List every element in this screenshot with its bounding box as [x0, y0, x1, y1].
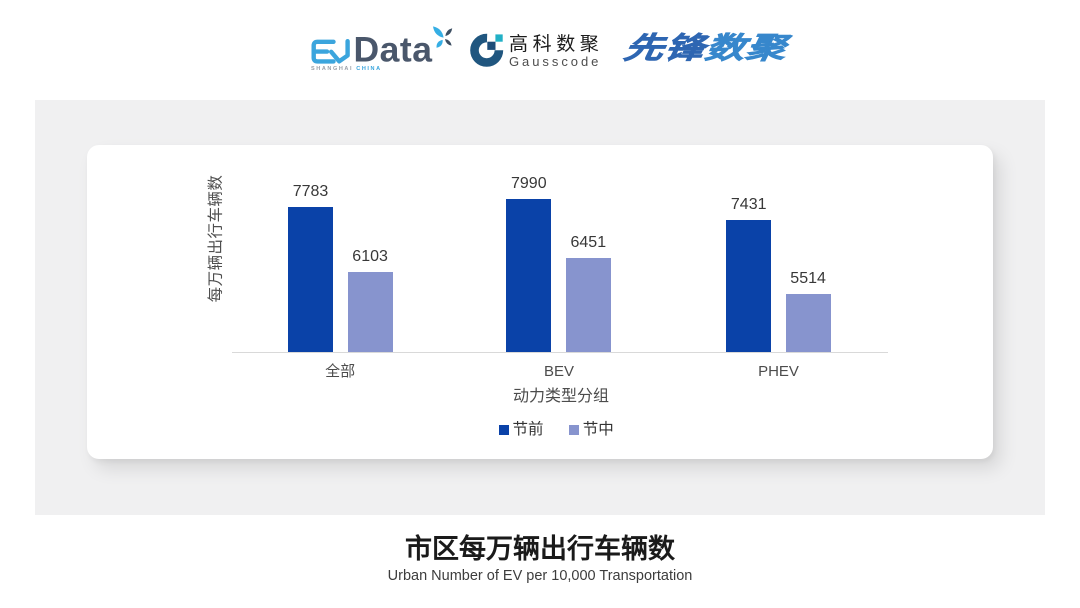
svg-text:Data: Data [354, 29, 433, 69]
